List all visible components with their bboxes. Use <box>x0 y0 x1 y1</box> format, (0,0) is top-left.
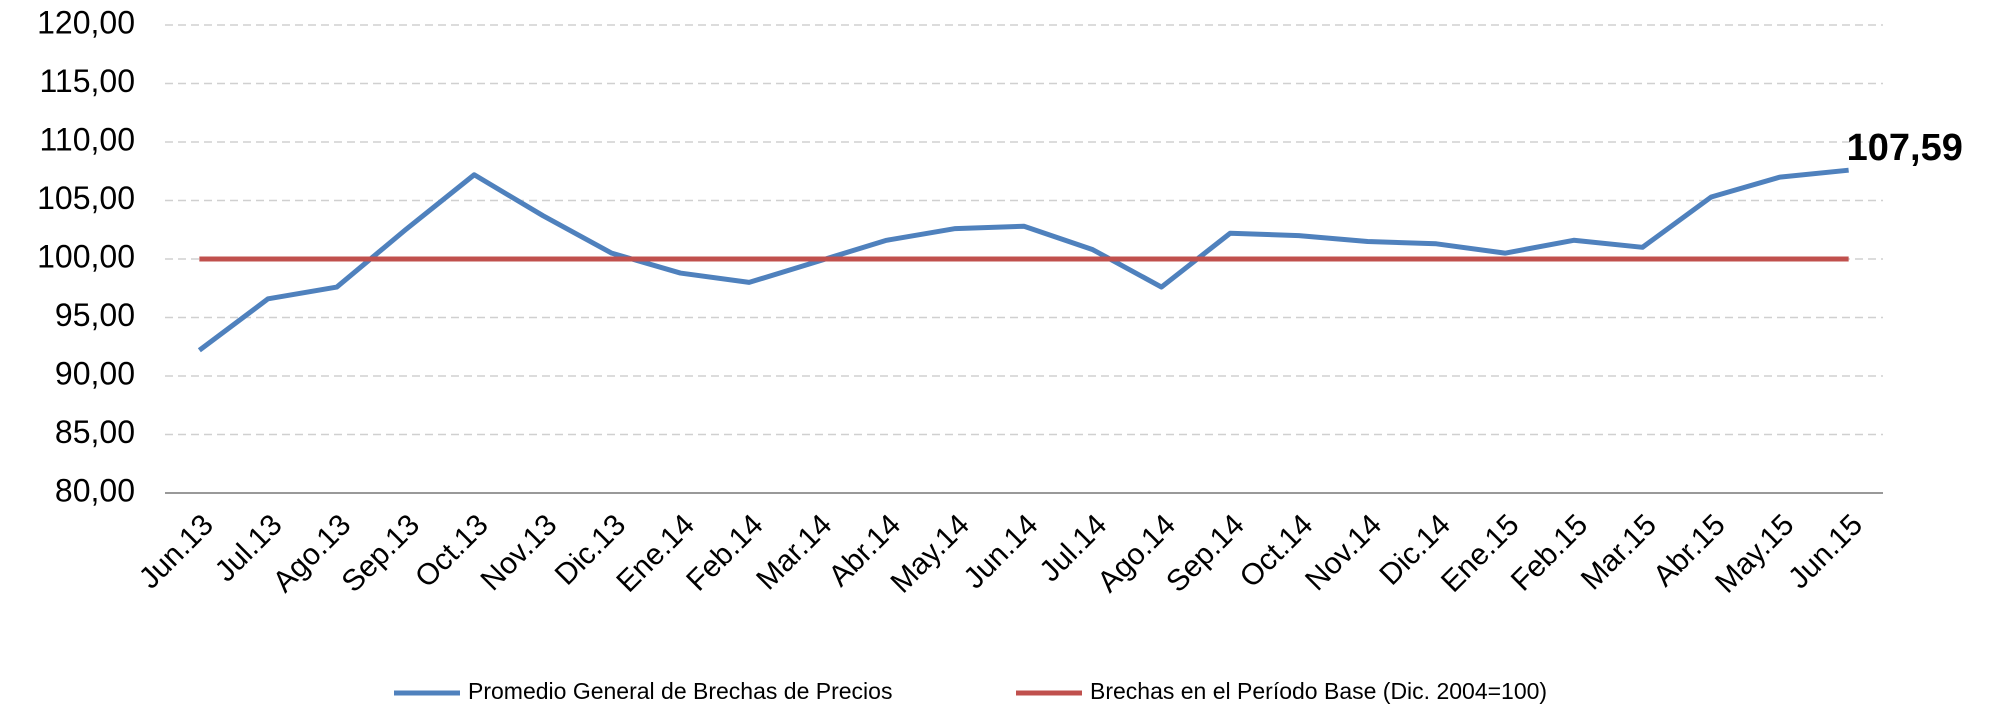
x-tick-label: Jun.14 <box>958 508 1045 595</box>
x-tick-label: Ago.13 <box>267 508 358 599</box>
y-tick-label: 110,00 <box>40 121 136 157</box>
x-tick-label: Nov.13 <box>475 508 564 597</box>
x-tick-label: Feb.14 <box>680 508 769 597</box>
x-tick-label: May.15 <box>1709 508 1800 599</box>
x-tick-label: May.14 <box>885 508 976 599</box>
y-tick-label: 105,00 <box>37 180 135 216</box>
series-line <box>197 167 1849 353</box>
y-tick-label: 80,00 <box>55 472 135 508</box>
y-tick-label: 120,00 <box>37 4 135 40</box>
x-tick-label: Sep.14 <box>1160 508 1251 599</box>
x-tick-label: Mar.15 <box>1575 508 1663 596</box>
data-label: 107,59 <box>1847 127 1963 169</box>
y-tick-label: 115,00 <box>40 63 136 99</box>
legend-label: Brechas en el Período Base (Dic. 2004=10… <box>1090 678 1547 704</box>
y-tick-label: 90,00 <box>55 355 135 391</box>
x-tick-label: Feb.15 <box>1505 508 1594 597</box>
x-tick-label: Jun.15 <box>1782 508 1869 595</box>
y-tick-label: 95,00 <box>55 297 135 333</box>
x-tick-label: Jun.13 <box>133 508 220 595</box>
x-tick-label: Mar.14 <box>750 508 838 596</box>
legend-label: Promedio General de Brechas de Precios <box>468 678 892 704</box>
y-tick-label: 85,00 <box>55 414 135 450</box>
y-tick-label: 100,00 <box>37 238 135 274</box>
x-tick-label: Ago.14 <box>1091 508 1182 599</box>
x-tick-label: Sep.13 <box>335 508 426 599</box>
x-tick-label: Ene.14 <box>610 508 701 599</box>
x-tick-label: Nov.14 <box>1299 508 1388 597</box>
x-tick-label: Ene.15 <box>1435 508 1526 599</box>
